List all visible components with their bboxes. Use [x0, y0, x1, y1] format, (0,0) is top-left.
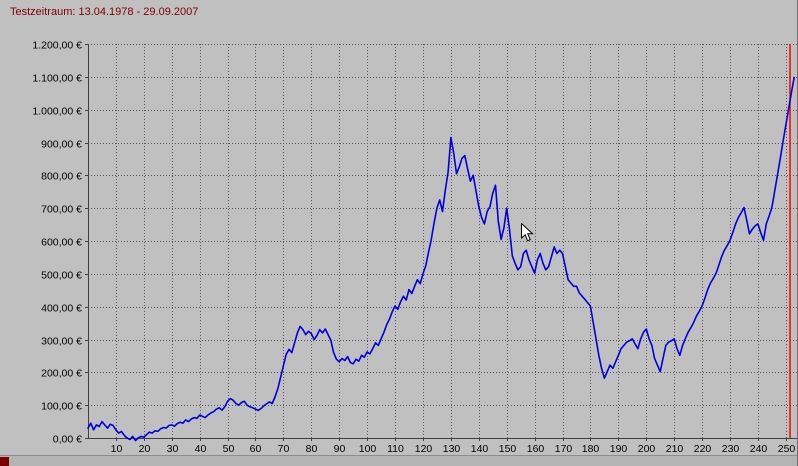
x-axis-tick-label: 40 — [195, 443, 207, 455]
x-axis-tick-label: 230 — [722, 443, 740, 455]
test-period-label: Testzeitraum: 13.04.1978 - 29.09.2007 — [10, 6, 199, 18]
x-axis-tick-label: 50 — [223, 443, 235, 455]
x-axis-tick-label: 170 — [555, 443, 573, 455]
y-axis-tick-label: 700,00 € — [41, 204, 82, 216]
y-axis-tick-label: 500,00 € — [41, 270, 82, 282]
y-axis-tick-label: 100,00 € — [41, 401, 82, 413]
y-axis-tick-label: 1.100,00 € — [32, 73, 82, 85]
x-axis-tick-label: 70 — [278, 443, 290, 455]
x-axis-tick-label: 60 — [250, 443, 262, 455]
x-axis-tick-label: 140 — [471, 443, 489, 455]
y-axis-tick-label: 900,00 € — [41, 139, 82, 151]
y-axis-tick-label: 300,00 € — [41, 336, 82, 348]
x-axis-tick-label: 120 — [415, 443, 433, 455]
x-axis-tick-label: 20 — [139, 443, 151, 455]
x-axis-tick-label: 80 — [306, 443, 318, 455]
horizontal-scrollbar[interactable] — [0, 455, 797, 466]
x-axis-tick-label: 200 — [638, 443, 656, 455]
equity-series-line — [87, 76, 796, 442]
x-axis-tick-label: 180 — [582, 443, 600, 455]
x-axis-tick-label: 150 — [499, 443, 517, 455]
y-axis-tick-label: 400,00 € — [41, 303, 82, 315]
position-indicator — [0, 457, 9, 466]
x-axis-tick-label: 110 — [387, 443, 404, 455]
y-axis-tick-label: 0,00 € — [53, 434, 82, 446]
y-axis-tick-label: 600,00 € — [41, 237, 82, 249]
x-axis-tick-label: 220 — [694, 443, 712, 455]
y-axis-tick-label: 1.000,00 € — [32, 106, 82, 118]
x-axis-tick-label: 130 — [443, 443, 461, 455]
x-axis-tick-label: 10 — [111, 443, 123, 455]
x-axis-tick-label: 190 — [610, 443, 628, 455]
x-axis-tick-label: 30 — [167, 443, 179, 455]
y-axis-tick-label: 1.200,00 € — [32, 40, 82, 52]
x-axis-tick-label: 250 — [778, 443, 796, 455]
y-axis-tick-label: 800,00 € — [41, 171, 82, 183]
x-axis-tick-label: 160 — [527, 443, 545, 455]
x-axis-tick-label: 210 — [666, 443, 684, 455]
x-axis-tick-label: 100 — [359, 443, 377, 455]
x-axis-tick-label: 90 — [334, 443, 346, 455]
y-axis-tick-label: 200,00 € — [41, 368, 82, 380]
x-axis-tick-label: 240 — [750, 443, 768, 455]
